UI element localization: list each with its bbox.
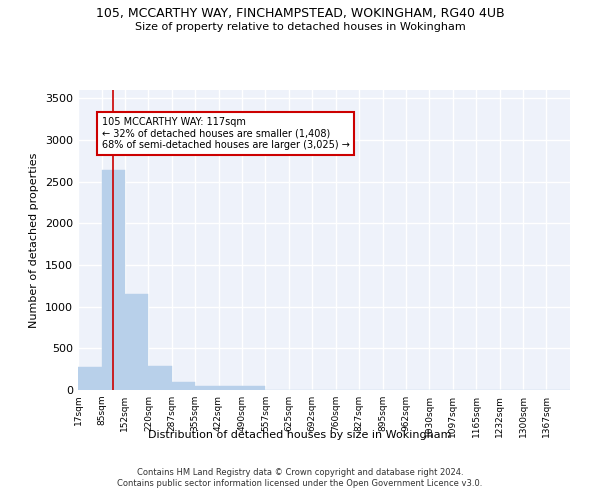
Bar [242,386,265,390]
Bar [195,386,218,390]
Bar [148,366,172,390]
Bar [78,366,101,390]
Text: Contains HM Land Registry data © Crown copyright and database right 2024.
Contai: Contains HM Land Registry data © Crown c… [118,468,482,487]
Text: 105, MCCARTHY WAY, FINCHAMPSTEAD, WOKINGHAM, RG40 4UB: 105, MCCARTHY WAY, FINCHAMPSTEAD, WOKING… [95,8,505,20]
Y-axis label: Number of detached properties: Number of detached properties [29,152,40,328]
Bar [218,386,242,390]
Text: Size of property relative to detached houses in Wokingham: Size of property relative to detached ho… [134,22,466,32]
Bar [172,382,195,390]
Text: 105 MCCARTHY WAY: 117sqm
← 32% of detached houses are smaller (1,408)
68% of sem: 105 MCCARTHY WAY: 117sqm ← 32% of detach… [101,116,349,150]
Bar [101,170,125,390]
Text: Distribution of detached houses by size in Wokingham: Distribution of detached houses by size … [148,430,452,440]
Bar [125,294,148,390]
